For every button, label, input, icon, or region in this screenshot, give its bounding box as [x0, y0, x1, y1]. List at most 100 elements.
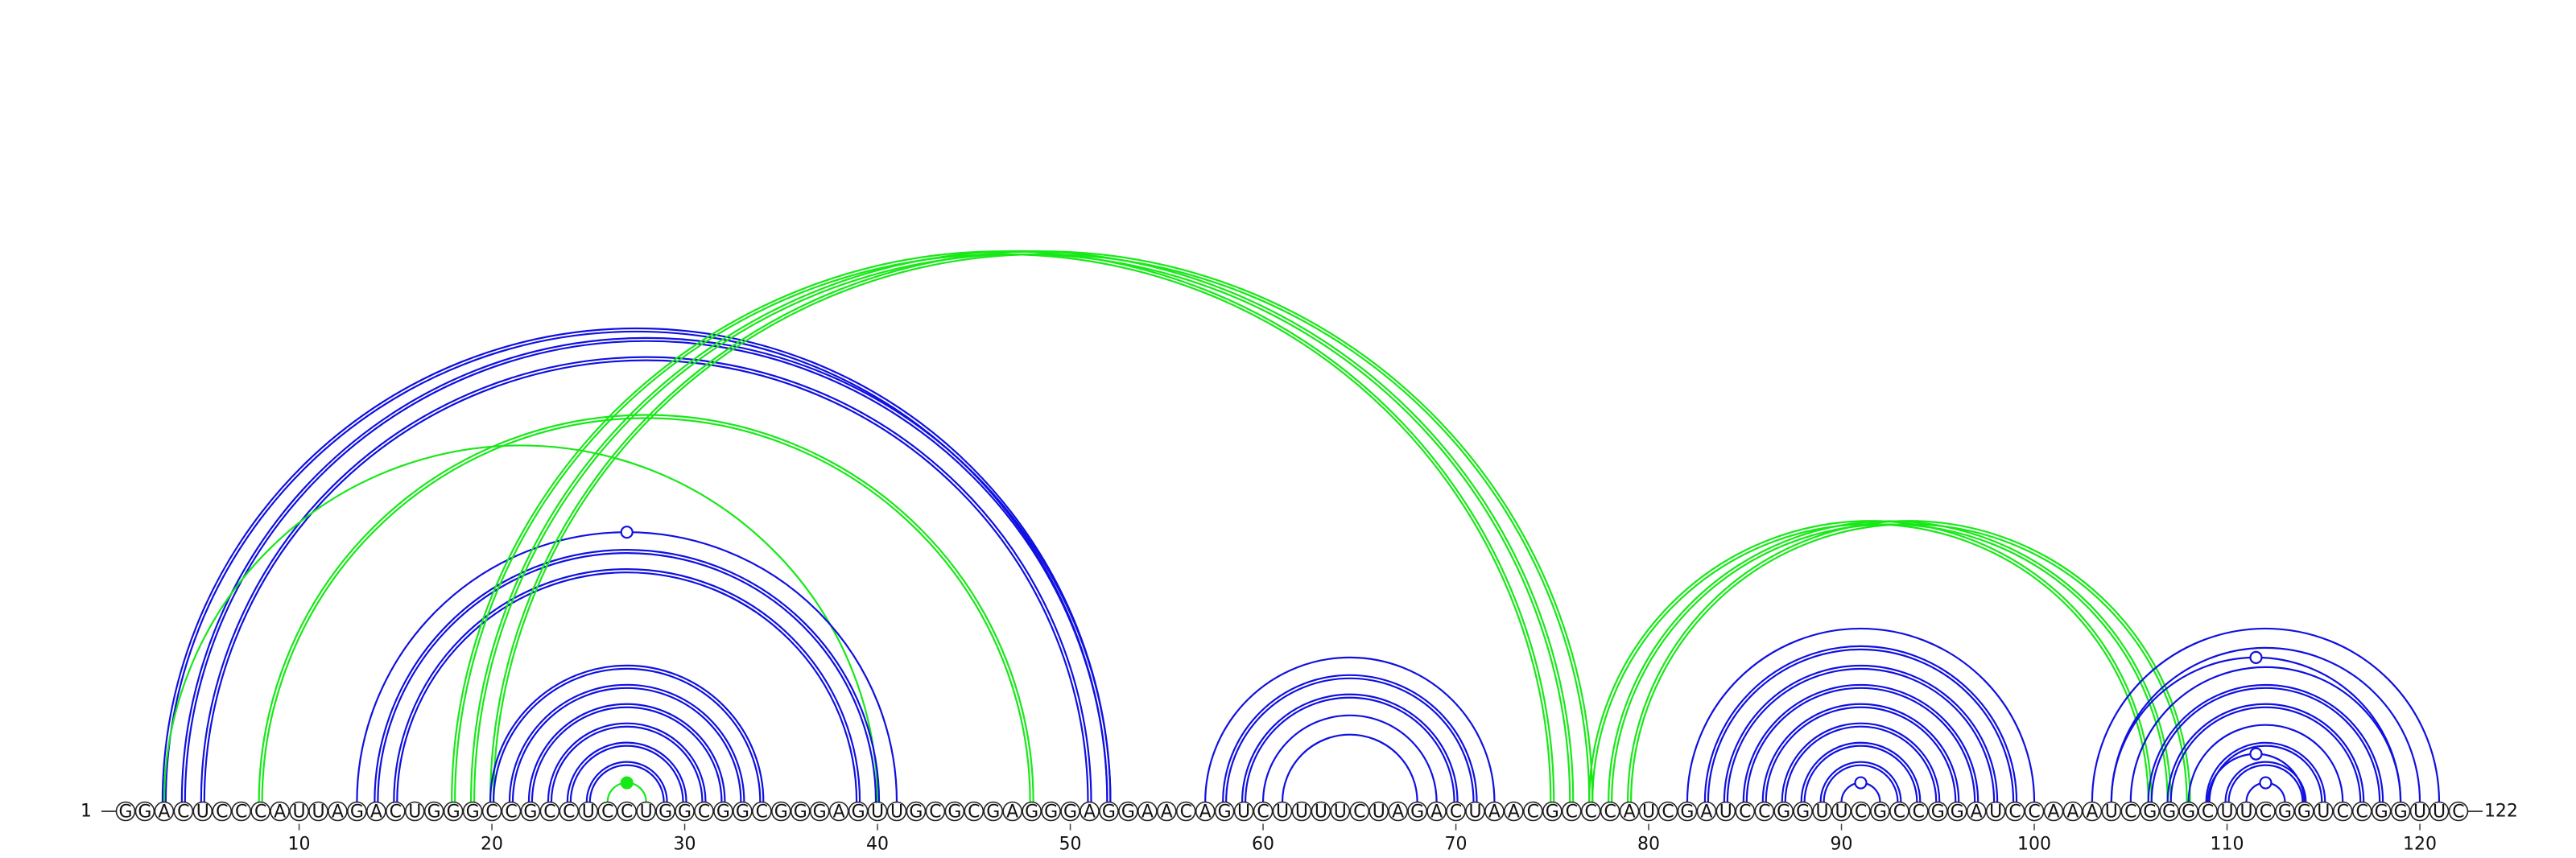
svg-text:U: U [312, 802, 324, 823]
tick-layer: 10 20 30 40 50 60 70 80 90 100 110 120 [288, 823, 2437, 855]
arc-22-32 [530, 706, 723, 802]
arc-marker-104-119 [2249, 650, 2263, 664]
arc-3-52 [161, 327, 1112, 802]
svg-text:G: G [1796, 802, 1810, 823]
nucleotide-70: C [1446, 801, 1466, 823]
arc-85-97 [1745, 687, 1976, 802]
arc-106-118 [2147, 683, 2384, 802]
nucleotide-113: G [2275, 801, 2295, 823]
svg-text:G: G [2143, 802, 2157, 823]
nucleotide-57: A [1195, 801, 1216, 823]
svg-text:U: U [1334, 802, 1347, 823]
nucleotide-100: C [2024, 801, 2045, 823]
nucleotide-87: G [1773, 801, 1794, 823]
arc-82-100 [1686, 627, 2036, 802]
nucleotide-94: C [1909, 801, 1929, 823]
arc-85-97 [1742, 683, 1979, 802]
tick-label-80: 80 [1637, 835, 1660, 855]
svg-text:G: G [736, 802, 749, 823]
nucleotide-9: A [270, 801, 290, 823]
arc-87-95 [1784, 725, 1938, 802]
nucleotide-75: G [1542, 801, 1563, 823]
nucleotide-59: U [1233, 801, 1254, 823]
nucleotide-25: U [578, 801, 599, 823]
arc-5-51 [200, 356, 1092, 802]
nucleotide-96: G [1946, 801, 1967, 823]
arc-18-75 [451, 250, 1555, 802]
nucleotide-102: A [2062, 801, 2083, 823]
nucleotide-50: G [1060, 801, 1080, 823]
svg-text:G: G [1121, 802, 1135, 823]
nucleotide-54: A [1137, 801, 1158, 823]
svg-text:G: G [909, 802, 923, 823]
svg-text:C: C [1604, 802, 1616, 823]
svg-text:G: G [523, 802, 537, 823]
nucleotide-107: G [2159, 801, 2179, 823]
svg-text:U: U [2105, 802, 2118, 823]
svg-text:C: C [177, 802, 189, 823]
nucleotide-26: C [597, 801, 618, 823]
arc-20-34 [489, 664, 765, 802]
nucleotide-97: A [1966, 801, 1987, 823]
svg-text:G: G [350, 802, 364, 823]
svg-text:G: G [1063, 802, 1077, 823]
arc-83-99 [1703, 645, 2018, 802]
svg-text:G: G [1025, 802, 1038, 823]
svg-text:A: A [370, 802, 382, 823]
svg-text:U: U [1642, 802, 1655, 823]
tick-label-20: 20 [481, 835, 503, 855]
svg-text:C: C [1450, 802, 1462, 823]
nucleotide-109: C [2198, 801, 2218, 823]
nucleotide-15: C [385, 801, 406, 823]
tick-label-60: 60 [1252, 835, 1274, 855]
tick-label-40: 40 [866, 835, 889, 855]
arc-14-40 [374, 549, 881, 802]
svg-text:A: A [1624, 802, 1636, 823]
svg-text:C: C [621, 802, 633, 823]
svg-text:G: G [678, 802, 691, 823]
nucleotide-76: C [1561, 801, 1582, 823]
nucleotide-103: A [2082, 801, 2103, 823]
arc-84-98 [1723, 664, 1999, 802]
svg-text:C: C [2452, 802, 2464, 823]
nucleotide-35: G [770, 801, 791, 823]
svg-text:G: G [1546, 802, 1559, 823]
svg-text:G: G [986, 802, 1000, 823]
svg-text:G: G [138, 802, 151, 823]
svg-text:G: G [427, 802, 441, 823]
arc-23-31 [547, 722, 707, 802]
svg-text:G: G [1873, 802, 1887, 823]
svg-text:A: A [1161, 802, 1173, 823]
svg-text:U: U [1719, 802, 1732, 823]
svg-text:U: U [2220, 802, 2233, 823]
svg-text:U: U [408, 802, 421, 823]
svg-text:U: U [890, 802, 903, 823]
nucleotide-99: C [2004, 801, 2025, 823]
svg-text:U: U [2433, 802, 2446, 823]
nucleotide-41: U [886, 801, 907, 823]
nucleotide-85: C [1735, 801, 1756, 823]
arc-86-96 [1761, 703, 1960, 802]
nucleotide-47: A [1002, 801, 1022, 823]
nucleotide-12: A [328, 801, 348, 823]
arc-77-106 [1591, 523, 2149, 802]
svg-text:C: C [2124, 802, 2136, 823]
nucleotide-31: C [694, 801, 714, 823]
nucleotide-51: A [1080, 801, 1100, 823]
tick-label-70: 70 [1445, 835, 1468, 855]
svg-text:C: C [2356, 802, 2368, 823]
nucleotide-32: G [713, 801, 733, 823]
svg-text:A: A [1006, 802, 1018, 823]
nucleotide-62: U [1291, 801, 1312, 823]
svg-text:A: A [1700, 802, 1712, 823]
nucleotide-46: G [983, 801, 1004, 823]
svg-text:C: C [216, 802, 228, 823]
nucleotide-48: G [1022, 801, 1042, 823]
arc-59-70 [1241, 693, 1459, 802]
svg-text:C: C [1893, 802, 1905, 823]
svg-text:C: C [1758, 802, 1770, 823]
nucleotide-49: G [1041, 801, 1061, 823]
nucleotide-77: C [1580, 801, 1601, 823]
nucleotide-86: C [1754, 801, 1775, 823]
